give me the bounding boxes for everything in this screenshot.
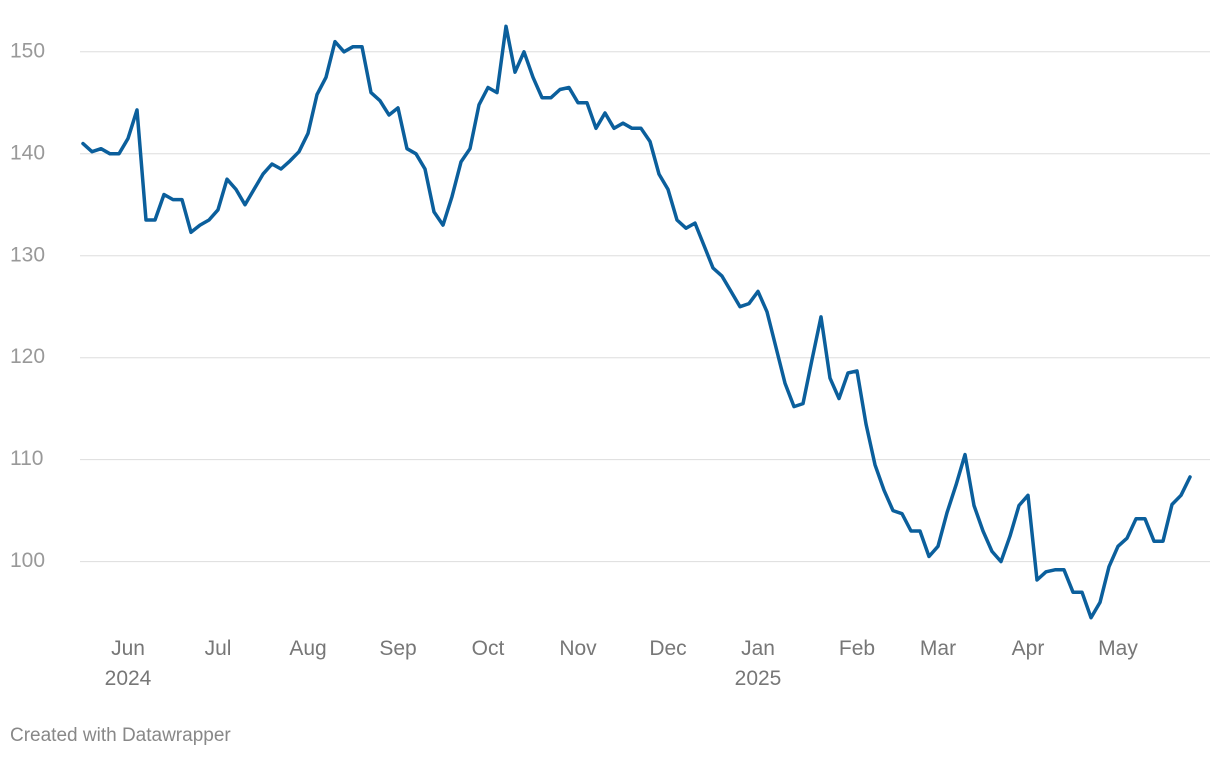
y-tick-label: 130 [10, 243, 45, 266]
x-tick-label: Dec [649, 637, 687, 660]
x-tick-label: Oct [471, 637, 505, 660]
x-tick-label: Sep [379, 637, 417, 660]
line [81, 24, 1192, 620]
x-tick-label: Jun 2024 [104, 637, 152, 690]
x-tick-label: Feb [838, 637, 876, 660]
y-tick-label: 150 [10, 39, 45, 62]
x-tick-label: Jan 2025 [734, 637, 782, 690]
x-tick-label: Jul [204, 637, 232, 660]
x-tick-label: Nov [559, 637, 597, 660]
y-tick-label: 100 [10, 549, 45, 572]
credit: Created with Datawrapper [10, 725, 231, 746]
x-tick-label: Mar [919, 637, 957, 660]
y-tick-label: 120 [10, 345, 45, 368]
y-tick-label: 140 [10, 141, 45, 164]
x-tick-label: May [1098, 637, 1138, 660]
x-tick-label: Apr [1011, 637, 1045, 660]
x-tick-label: Aug [289, 637, 327, 660]
y-tick-label: 110 [10, 447, 43, 470]
